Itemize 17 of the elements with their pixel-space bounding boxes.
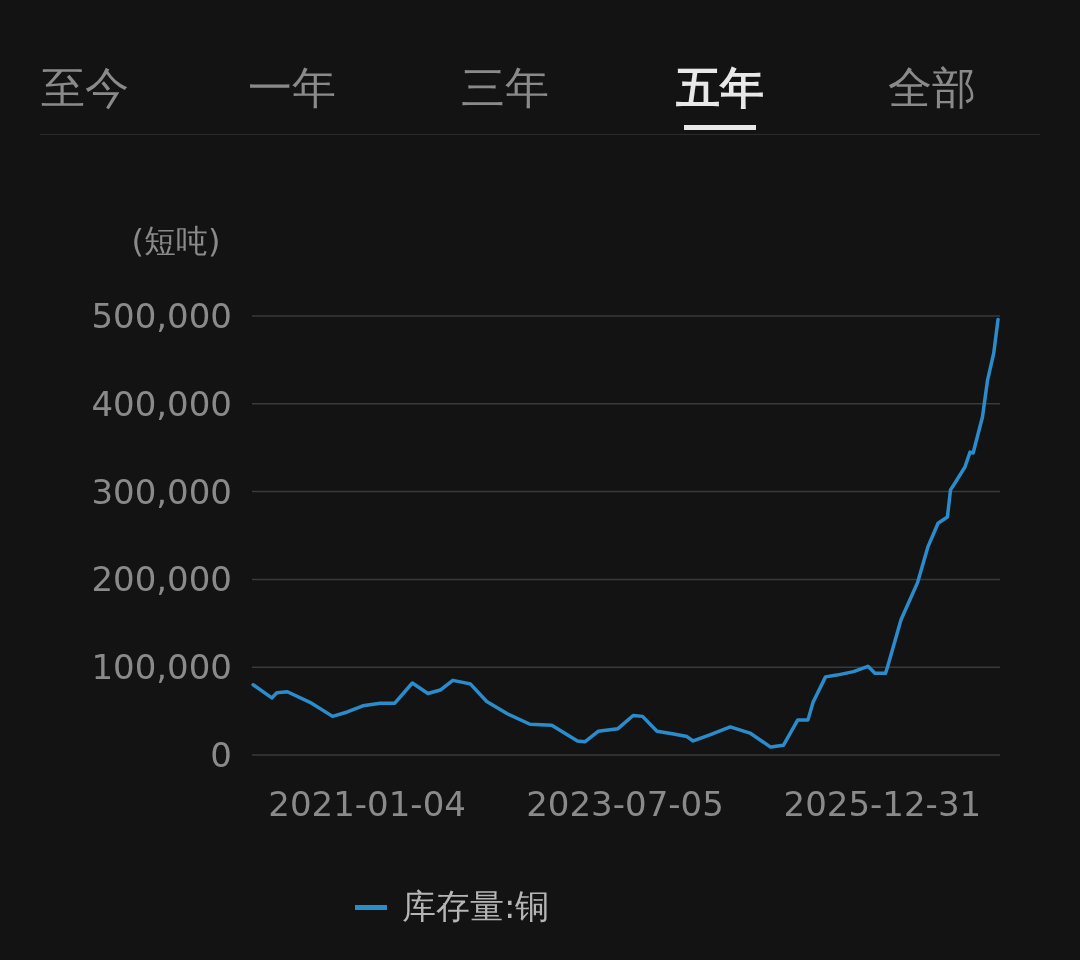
text: 三年	[461, 62, 549, 113]
text: 至今	[41, 62, 129, 113]
x-tick-label: 2021-01-04	[268, 784, 466, 824]
y-tick-label: 200,000	[91, 559, 232, 600]
y-tick-label: 500,000	[91, 296, 232, 336]
text: 一年	[248, 62, 336, 113]
text: 五年	[676, 62, 764, 113]
y-tick-label: 300,000	[91, 471, 232, 512]
text: 全部	[888, 62, 976, 113]
line-series	[251, 317, 1000, 749]
x-tick-label: 2025-12-31	[783, 784, 982, 824]
y-axis-title: (短吨)	[131, 222, 221, 260]
y-tick-label: 400,000	[91, 383, 232, 424]
y-tick-label: 100,000	[91, 647, 232, 688]
y-tick-label: 0	[210, 735, 232, 775]
legend-label: 库存量:铜	[402, 886, 550, 926]
x-tick-label: 2023-07-05	[526, 784, 724, 824]
